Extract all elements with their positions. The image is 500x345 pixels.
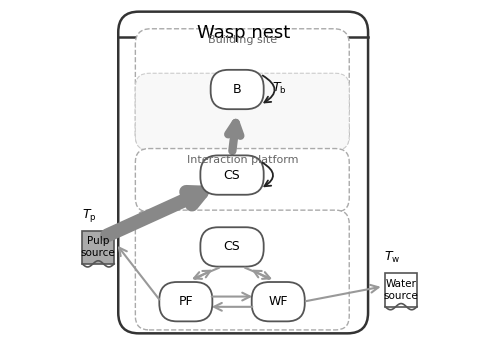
Text: $T_\mathrm{b}$: $T_\mathrm{b}$ xyxy=(272,81,287,96)
FancyBboxPatch shape xyxy=(210,70,264,109)
FancyBboxPatch shape xyxy=(200,155,264,195)
Text: CS: CS xyxy=(224,169,240,181)
Text: Water
source: Water source xyxy=(384,279,418,301)
FancyBboxPatch shape xyxy=(82,231,114,264)
FancyBboxPatch shape xyxy=(252,282,305,321)
FancyBboxPatch shape xyxy=(160,282,212,321)
Text: PF: PF xyxy=(178,295,193,308)
Text: CS: CS xyxy=(224,240,240,254)
Text: Building site: Building site xyxy=(208,35,277,45)
Text: WF: WF xyxy=(268,295,288,308)
FancyBboxPatch shape xyxy=(136,73,349,150)
Text: Interaction platform: Interaction platform xyxy=(186,155,298,165)
FancyBboxPatch shape xyxy=(136,29,349,150)
Text: $T_\mathrm{p}$: $T_\mathrm{p}$ xyxy=(82,207,97,224)
FancyBboxPatch shape xyxy=(118,12,368,333)
FancyBboxPatch shape xyxy=(136,210,349,330)
Text: Pulp
source: Pulp source xyxy=(81,236,116,258)
Text: Wasp nest: Wasp nest xyxy=(196,24,290,42)
FancyBboxPatch shape xyxy=(136,149,349,212)
FancyBboxPatch shape xyxy=(385,274,417,307)
Text: B: B xyxy=(233,83,241,96)
FancyBboxPatch shape xyxy=(200,227,264,267)
Text: $T_\mathrm{w}$: $T_\mathrm{w}$ xyxy=(384,250,400,265)
